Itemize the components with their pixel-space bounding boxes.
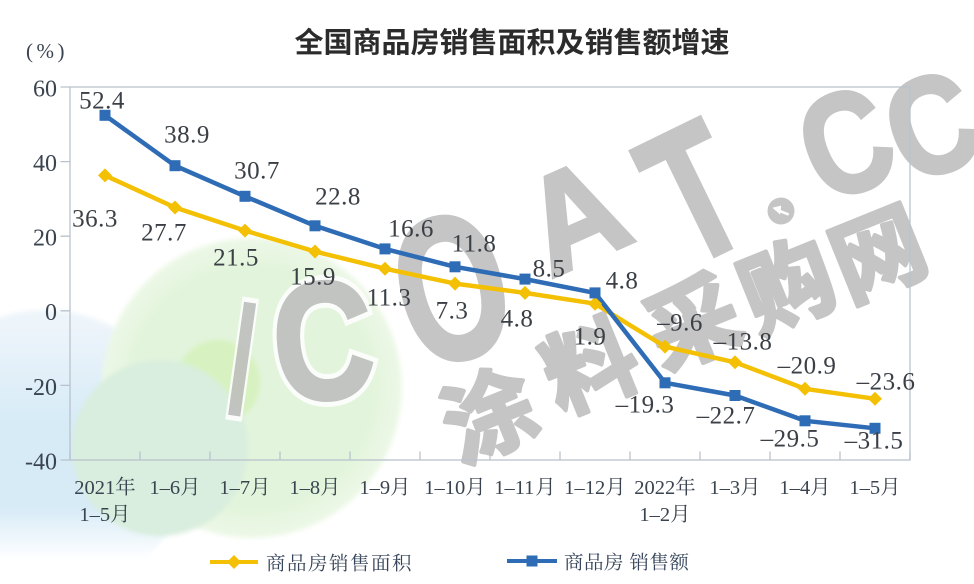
svg-text:–13.8: –13.8 xyxy=(713,328,773,355)
svg-text:–31.5: –31.5 xyxy=(844,427,904,454)
svg-text:4.8: 4.8 xyxy=(606,267,639,294)
svg-text:2021: 2021 xyxy=(74,477,115,499)
svg-text:38.9: 38.9 xyxy=(164,121,210,148)
svg-text:15.9: 15.9 xyxy=(290,263,336,290)
svg-text:1–4: 1–4 xyxy=(779,477,810,499)
svg-text:1–7: 1–7 xyxy=(219,477,250,499)
svg-text:36.3: 36.3 xyxy=(72,205,118,232)
svg-text:22.8: 22.8 xyxy=(315,183,361,210)
svg-text:1–10: 1–10 xyxy=(424,477,465,499)
svg-text:11.3: 11.3 xyxy=(367,284,412,311)
svg-text:–29.5: –29.5 xyxy=(760,425,820,452)
svg-text:52.4: 52.4 xyxy=(79,87,125,114)
svg-text:–9.6: –9.6 xyxy=(656,309,703,336)
svg-text:1–8: 1–8 xyxy=(289,477,320,499)
svg-text:C: C xyxy=(265,243,381,438)
svg-text:27.7: 27.7 xyxy=(141,219,187,246)
svg-text:2022: 2022 xyxy=(634,477,675,499)
svg-text:(%): (%) xyxy=(26,39,68,63)
svg-text:1–2: 1–2 xyxy=(639,504,670,526)
svg-text:7.3: 7.3 xyxy=(436,297,469,324)
svg-text:30.7: 30.7 xyxy=(234,157,280,184)
svg-text:1–6: 1–6 xyxy=(149,477,180,499)
svg-text:–20.9: –20.9 xyxy=(777,352,837,379)
svg-text:1–12: 1–12 xyxy=(564,477,605,499)
svg-text:21.5: 21.5 xyxy=(213,244,259,271)
svg-text:1–11: 1–11 xyxy=(494,477,534,499)
svg-text:0: 0 xyxy=(45,300,57,326)
svg-text:11.8: 11.8 xyxy=(452,230,497,257)
svg-text:1.9: 1.9 xyxy=(574,323,607,350)
svg-text:–22.7: –22.7 xyxy=(696,402,756,429)
svg-text:20: 20 xyxy=(33,226,57,252)
svg-text:1–9: 1–9 xyxy=(359,477,390,499)
svg-text:60: 60 xyxy=(33,76,57,102)
svg-text:-20: -20 xyxy=(25,375,57,401)
svg-text:C: C xyxy=(265,243,381,438)
svg-text:1–3: 1–3 xyxy=(709,477,740,499)
svg-text:40: 40 xyxy=(33,151,57,177)
svg-text:4.8: 4.8 xyxy=(501,305,534,332)
svg-text:1–5: 1–5 xyxy=(849,477,880,499)
svg-text:–19.3: –19.3 xyxy=(615,391,675,418)
svg-text:8.5: 8.5 xyxy=(533,255,566,282)
svg-text:16.6: 16.6 xyxy=(388,215,434,242)
svg-text:–23.6: –23.6 xyxy=(856,368,916,395)
svg-text:1–5: 1–5 xyxy=(79,504,110,526)
svg-text:-40: -40 xyxy=(25,449,57,475)
